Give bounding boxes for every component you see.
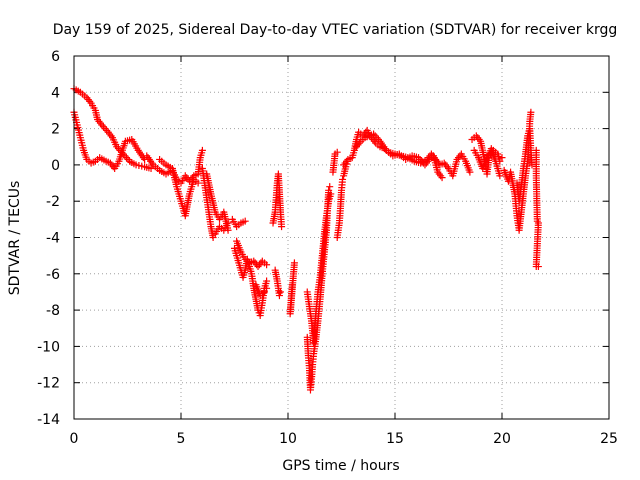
y-axis-label: SDTVAR / TECUs [7,181,23,296]
data-point [466,168,474,176]
x-tick-labels: 0 5 10 15 20 25 [70,431,618,447]
y-tick-label: -8 [46,303,60,319]
x-axis-label: GPS time / hours [282,458,399,474]
data-point [260,288,268,296]
y-tick-label: -12 [37,376,60,392]
y-tick-label: -6 [46,267,60,283]
data-point [194,179,202,187]
data-point [263,284,271,292]
data-point [209,234,217,241]
data-point [333,148,341,156]
data-point [326,183,334,191]
y-tick-label: 4 [51,85,60,101]
data-point [325,186,333,194]
x-tick-label: 15 [386,431,404,447]
data-point [438,174,446,182]
data-point [263,261,271,269]
x-tick-label: 10 [279,431,297,447]
data-point [496,172,504,180]
data-point [147,165,155,173]
data-point [290,259,298,267]
data-point [101,125,109,133]
data-point [198,146,206,154]
y-tick-label: 6 [51,49,60,65]
y-tick-label: -10 [37,339,60,355]
data-point [418,157,426,165]
data-point [527,108,535,116]
data-point [528,161,536,169]
x-tick-label: 5 [177,431,186,447]
chart-title: Day 159 of 2025, Sidereal Day-to-day VTE… [53,22,618,38]
grid-lines [74,56,609,419]
data-point [498,154,506,162]
data-point [339,175,347,183]
y-tick-label: -2 [46,194,60,210]
data-point [275,292,283,300]
data-point [327,190,335,198]
data-point [224,226,232,234]
data-point [278,223,286,231]
plot-frame [73,55,610,420]
x-tick-label: 25 [600,431,618,447]
x-tick-label: 0 [70,431,79,447]
data-point [277,288,285,296]
data-point [263,277,271,285]
data-point [534,263,542,271]
y-tick-label: 0 [51,158,60,174]
data-points [70,85,542,394]
y-tick-label: 2 [51,122,60,138]
y-tick-label: -14 [37,412,60,428]
x-tick-label: 20 [493,431,511,447]
y-tick-label: -4 [46,231,60,247]
data-point [241,217,249,225]
y-tick-labels: -14 -12 -10 -8 -6 -4 -2 0 2 4 6 [37,49,60,428]
